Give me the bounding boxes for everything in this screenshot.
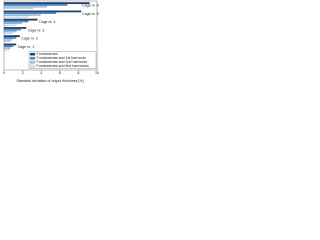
bar — [3, 31, 13, 34]
bar — [3, 45, 14, 47]
category-label: Cage nr. 2 — [21, 37, 38, 41]
bar — [3, 10, 82, 13]
legend-label: Fundamental and 1st harmonic — [37, 56, 87, 60]
bar — [3, 7, 33, 10]
x-tick-label: 10 — [95, 71, 99, 75]
bar — [3, 12, 57, 14]
legend-swatch — [29, 52, 36, 56]
bar — [3, 18, 38, 21]
legend-swatch — [29, 60, 36, 64]
bar — [3, 28, 21, 31]
x-tick-label: 6 — [59, 71, 61, 75]
category-label: Cage nr. 4 — [39, 20, 56, 24]
category-label: Cage nr. 6 — [82, 4, 99, 8]
legend-swatch — [29, 56, 36, 60]
legend-box — [28, 51, 97, 69]
category-label: Cage nr. 5 — [82, 12, 99, 16]
x-tick-label: 0 — [3, 71, 5, 75]
bar — [3, 22, 22, 24]
x-axis-label: Standard deviation of output thickness [… — [16, 79, 83, 83]
bar — [3, 40, 10, 43]
bar — [3, 43, 17, 46]
chart: Standard deviation of output thickness [… — [3, 0, 99, 83]
bar — [3, 20, 29, 23]
bar — [3, 36, 17, 39]
bar — [3, 2, 90, 5]
legend-label: Fundamental and first harmonics — [37, 64, 90, 68]
bar — [3, 38, 13, 41]
bar — [3, 30, 17, 33]
bar — [3, 27, 27, 29]
x-tick-label: 2 — [22, 71, 24, 75]
bar — [3, 15, 29, 18]
bar — [3, 46, 11, 49]
bar — [3, 5, 47, 8]
bar — [3, 23, 17, 26]
legend-label: Fundamental and 2nd harmonic — [37, 60, 88, 64]
legend-swatch — [29, 64, 36, 68]
bar — [3, 3, 68, 6]
page: {"chart_data": {"type": "barh", "xlabel"… — [0, 0, 100, 87]
x-tick-label: 4 — [40, 71, 42, 75]
bar — [3, 35, 20, 38]
x-tick-label: 8 — [77, 71, 79, 75]
category-label: Cage nr. 1 — [18, 45, 35, 49]
legend-label: Fundamental — [37, 52, 58, 56]
category-label: Cage nr. 3 — [28, 28, 45, 32]
bar — [3, 48, 9, 51]
bar — [3, 13, 41, 16]
